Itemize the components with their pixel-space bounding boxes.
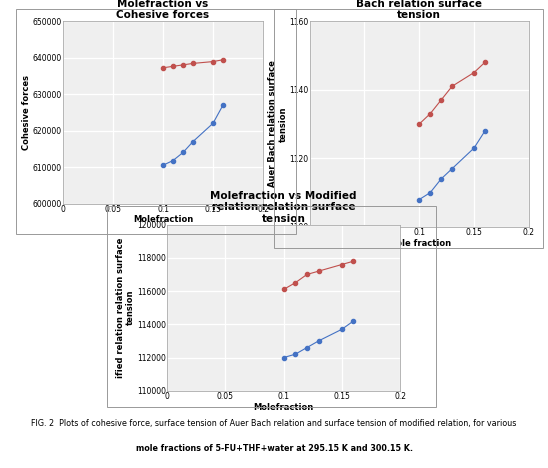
Y-axis label: Auer Bach relation surface
tension: Auer Bach relation surface tension — [268, 60, 288, 188]
Y-axis label: ified relation relation surface
tension: ified relation relation surface tension — [116, 238, 135, 378]
X-axis label: Mole fraction: Mole fraction — [387, 239, 451, 248]
X-axis label: Molefraction: Molefraction — [254, 402, 313, 411]
Title: Molefraction vs Auer
Bach relation surface
tension: Molefraction vs Auer Bach relation surfa… — [356, 0, 482, 20]
Title: Molefraction vs
Cohesive forces: Molefraction vs Cohesive forces — [117, 0, 209, 20]
X-axis label: Molefraction: Molefraction — [133, 215, 193, 224]
Text: mole fractions of 5-FU+THF+water at 295.15 K and 300.15 K.: mole fractions of 5-FU+THF+water at 295.… — [135, 444, 413, 453]
Y-axis label: Cohesive forces: Cohesive forces — [22, 75, 31, 150]
Title: Molefraction vs Modified
relation relation surface
tension: Molefraction vs Modified relation relati… — [210, 190, 357, 224]
Text: FIG. 2  Plots of cohesive force, surface tension of Auer Bach relation and surfa: FIG. 2 Plots of cohesive force, surface … — [31, 419, 517, 428]
